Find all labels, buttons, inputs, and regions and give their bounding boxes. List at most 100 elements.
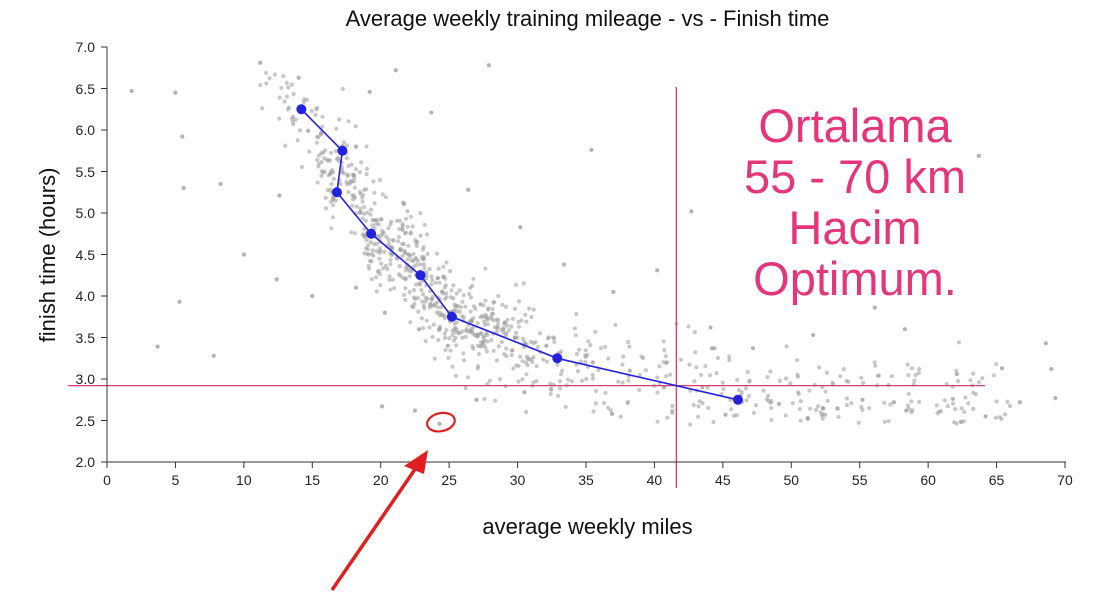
scatter-point [479, 331, 484, 336]
scatter-point [443, 335, 448, 340]
scatter-point [315, 180, 320, 185]
scatter-point [687, 362, 692, 367]
scatter-point [378, 248, 383, 253]
scatter-point [1043, 341, 1048, 346]
scatter-point [449, 288, 454, 293]
y-tick-label: 6.0 [75, 122, 95, 138]
scatter-point [531, 307, 536, 312]
scatter-point [389, 245, 394, 250]
scatter-point [844, 379, 849, 384]
scatter-point [643, 368, 649, 373]
scatter-point [296, 75, 301, 80]
scatter-point [504, 331, 509, 336]
scatter-point [961, 419, 967, 424]
scatter-point [583, 354, 588, 360]
scatter-point [976, 153, 981, 158]
scatter-point [856, 420, 861, 425]
y-tick-label: 2.5 [75, 412, 95, 429]
highlight-circle [426, 411, 456, 433]
scatter-point [476, 352, 482, 357]
scatter-point [463, 334, 468, 340]
scatter-point [422, 265, 427, 271]
scatter-point [909, 366, 915, 371]
scatter-point [678, 357, 683, 362]
scatter-point [460, 335, 465, 340]
scatter-point [712, 346, 717, 351]
scatter-point [263, 70, 269, 75]
scatter-point [670, 410, 675, 415]
x-tick-label: 20 [372, 472, 389, 488]
scatter-point [400, 253, 405, 259]
scatter-point [534, 379, 539, 384]
scatter-point [917, 367, 922, 372]
scatter-point [966, 401, 971, 406]
scatter-point [454, 291, 459, 296]
scatter-point [808, 406, 813, 411]
scatter-point [336, 156, 341, 161]
scatter-point [424, 318, 429, 323]
scatter-point [588, 343, 593, 348]
scatter-point [909, 399, 914, 404]
scatter-point [422, 222, 427, 227]
scatter-point [380, 192, 385, 197]
scatter-point [360, 199, 365, 204]
scatter-point [372, 190, 377, 195]
scatter-point [442, 296, 447, 301]
scatter-point [1017, 400, 1022, 405]
scatter-point [524, 319, 529, 324]
scatter-point [272, 72, 278, 77]
scatter-point [705, 385, 710, 390]
scatter-point [494, 329, 499, 334]
scatter-point [412, 295, 417, 300]
scatter-point [453, 373, 459, 378]
scatter-point [370, 248, 375, 253]
scatter-point [471, 304, 476, 309]
scatter-point [844, 403, 849, 408]
scatter-point [906, 391, 911, 396]
scatter-point [558, 386, 563, 391]
scatter-point [470, 329, 475, 334]
scatter-point [431, 322, 436, 327]
scatter-point [534, 363, 539, 369]
scatter-point [353, 124, 358, 129]
scatter-point [905, 362, 910, 367]
scatter-point [703, 364, 708, 369]
scatter-point [310, 293, 315, 299]
scatter-point [378, 283, 383, 288]
scatter-point [452, 321, 457, 326]
scatter-point [331, 215, 336, 220]
scatter-point [509, 324, 514, 329]
y-tick-label: 4.5 [75, 246, 95, 263]
scatter-point [510, 348, 515, 353]
scatter-point [353, 285, 359, 290]
scatter-point [723, 412, 728, 417]
scatter-point [482, 319, 487, 324]
scatter-point [357, 170, 362, 175]
scatter-point [524, 409, 529, 414]
scatter-point [277, 116, 282, 121]
scatter-point [707, 373, 713, 378]
scatter-point [514, 330, 519, 335]
scatter-point [572, 326, 577, 331]
annotation-line-1: Ortalama [758, 99, 952, 152]
scatter-point [511, 366, 516, 371]
scatter-point [404, 216, 409, 221]
scatter-point [325, 188, 330, 193]
scatter-point [173, 90, 178, 95]
scatter-point [715, 355, 721, 361]
scatter-point [917, 399, 922, 404]
y-tick-label: 6.5 [75, 80, 95, 97]
scatter-point [589, 147, 594, 153]
scatter-point [290, 119, 295, 124]
scatter-point [821, 412, 826, 417]
scatter-point [608, 408, 613, 413]
scatter-point [736, 388, 742, 393]
scatter-point [616, 379, 621, 384]
scatter-point [558, 372, 564, 377]
scatter-point [258, 83, 263, 88]
scatter-point [377, 256, 382, 261]
series-marker [415, 270, 426, 281]
scatter-point [421, 326, 426, 331]
scatter-point [503, 304, 509, 309]
scatter-point [482, 338, 487, 343]
